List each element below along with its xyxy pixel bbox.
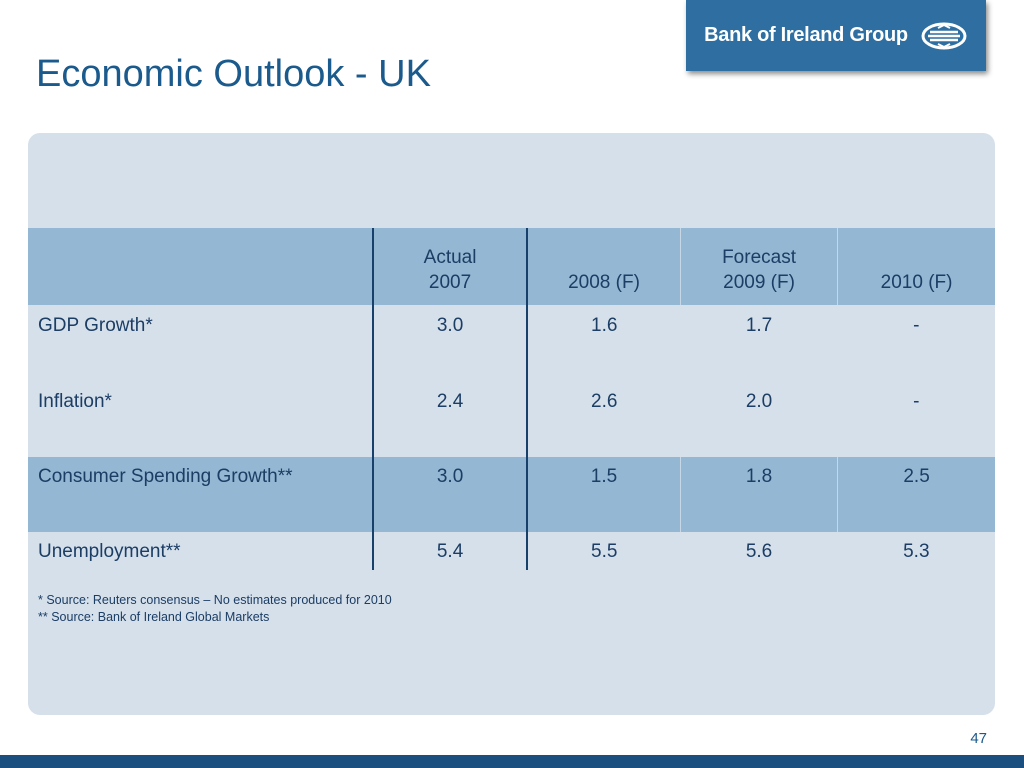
spacer-cell xyxy=(28,495,375,532)
cell-value: 1.7 xyxy=(745,315,773,336)
row-label: Inflation* xyxy=(28,381,375,457)
bank-logo: Bank of Ireland Group xyxy=(686,0,986,71)
header-line2: 2010 (F) xyxy=(880,272,953,293)
spacer-cell xyxy=(838,495,995,532)
header-cell-2009: Forecast 2009 (F) xyxy=(680,228,839,305)
cell-value: 3.0 xyxy=(373,305,529,381)
cell-value: 1.8 xyxy=(680,457,839,495)
header-cell-2010: 2010 (F) xyxy=(838,228,995,305)
spacer-cell xyxy=(373,495,529,532)
row-label: Unemployment** xyxy=(28,532,375,570)
header-cell-2008: 2008 (F) xyxy=(527,228,681,305)
table-row-spacer xyxy=(28,495,995,532)
bottom-bar xyxy=(0,755,1024,768)
cell-value: 2.5 xyxy=(903,466,930,487)
cell-value: 3.0 xyxy=(373,457,529,495)
cell-value: 2.0 xyxy=(745,391,773,412)
page-title: Economic Outlook - UK xyxy=(36,53,431,96)
header-line2: 2009 (F) xyxy=(723,272,795,293)
header-line2: 2008 (F) xyxy=(568,272,640,293)
header-line2: 2007 xyxy=(428,272,472,293)
footnote: ** Source: Bank of Ireland Global Market… xyxy=(38,610,270,624)
footnote: * Source: Reuters consensus – No estimat… xyxy=(38,593,392,607)
cell-value: 5.3 xyxy=(903,541,930,562)
table-header-row: Actual 2007 2008 (F) Forecast 2009 (F) 2… xyxy=(28,228,995,305)
table-row-inflation: Inflation* 2.4 2.6 2.0 - xyxy=(28,381,995,457)
cell-value: - xyxy=(913,391,920,412)
table-row-unemployment: Unemployment** 5.4 5.5 5.6 5.3 xyxy=(28,532,995,570)
spacer-cell xyxy=(680,495,839,532)
row-label: GDP Growth* xyxy=(28,305,375,381)
page-number: 47 xyxy=(970,730,987,747)
spacer-cell xyxy=(527,495,681,532)
logo-text: Bank of Ireland Group xyxy=(704,24,908,46)
cell-value: 5.6 xyxy=(745,541,773,562)
header-line1: Forecast xyxy=(722,247,796,268)
table-row-gdp: GDP Growth* 3.0 1.6 1.7 - xyxy=(28,305,995,381)
cell-value: 1.6 xyxy=(591,315,618,336)
cell-value: 1.5 xyxy=(527,457,681,495)
table-row-consumer-spending: Consumer Spending Growth** 3.0 1.5 1.8 2… xyxy=(28,457,995,495)
header-line1: Actual xyxy=(423,247,477,268)
footnotes: * Source: Reuters consensus – No estimat… xyxy=(38,592,392,626)
bank-of-ireland-emblem-icon xyxy=(921,22,967,49)
cell-value: 5.5 xyxy=(591,541,618,562)
cell-value: 2.6 xyxy=(591,391,618,412)
economic-outlook-table: Actual 2007 2008 (F) Forecast 2009 (F) 2… xyxy=(28,228,995,570)
cell-value: 2.4 xyxy=(373,381,529,457)
header-cell-2007: Actual 2007 xyxy=(373,228,529,305)
cell-value: - xyxy=(913,315,920,336)
cell-value: 5.4 xyxy=(373,532,529,570)
row-label: Consumer Spending Growth** xyxy=(28,457,375,495)
header-cell-blank xyxy=(28,228,375,305)
